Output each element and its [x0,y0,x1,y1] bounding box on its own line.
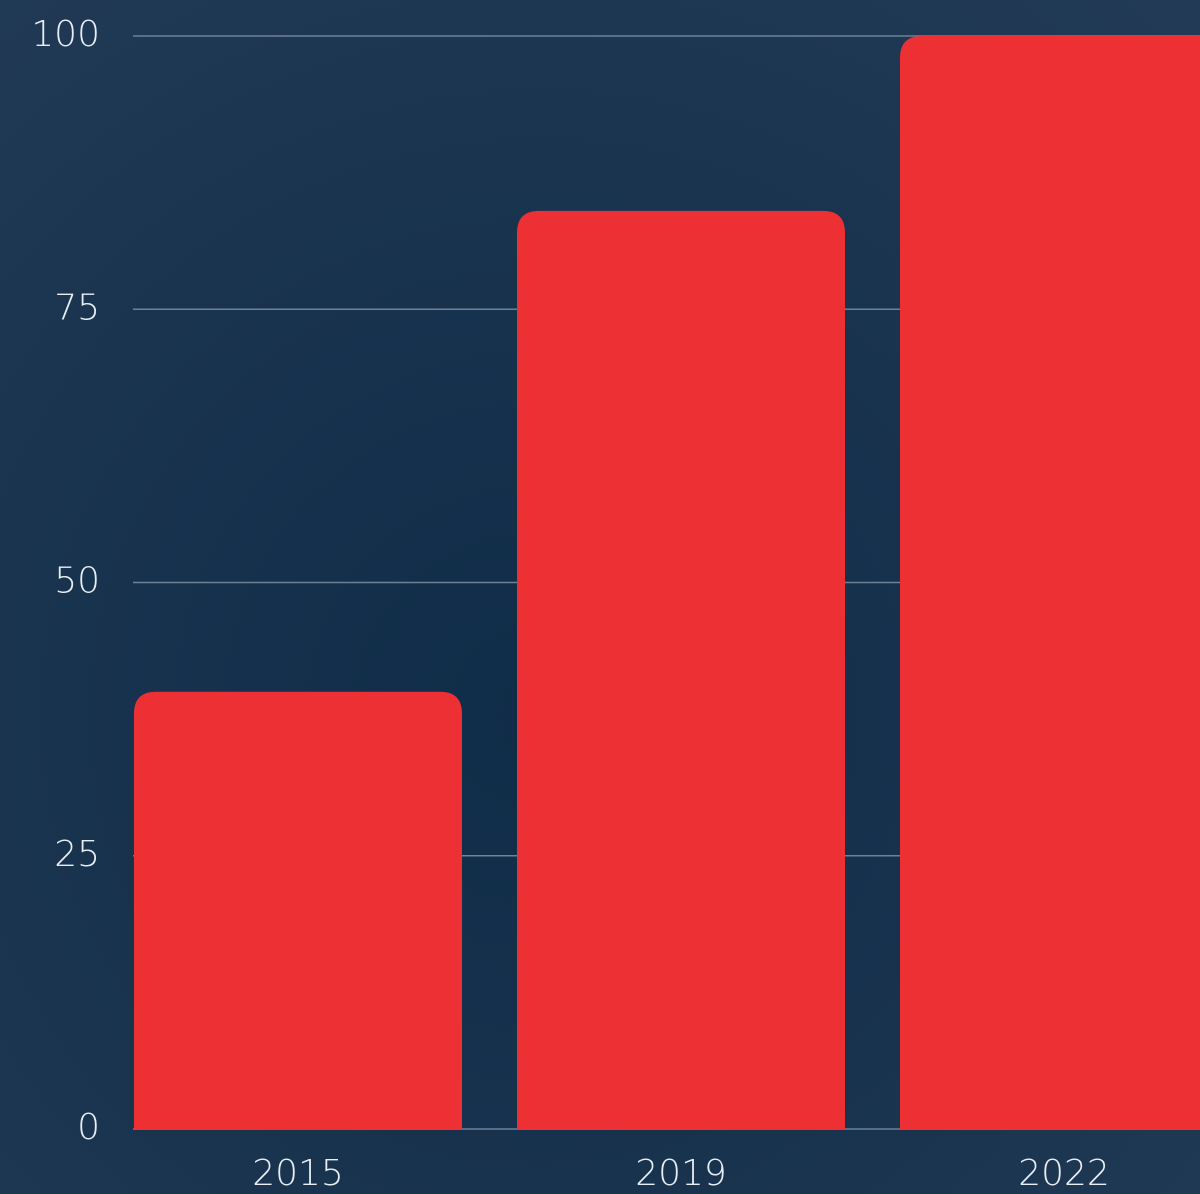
x-tick-label: 2019 [635,1153,727,1194]
y-tick-label: 100 [31,14,100,55]
y-tick-label: 0 [77,1107,100,1148]
bar [517,211,845,1129]
bar [900,36,1200,1129]
bar [134,692,462,1129]
y-tick-label: 25 [54,834,100,875]
x-tick-label: 2022 [1018,1153,1110,1194]
y-tick-label: 50 [54,561,100,602]
y-tick-label: 75 [54,287,100,328]
x-tick-label: 2015 [252,1153,344,1194]
chart: 0 25 50 75 100 2015 2019 2022 [0,0,1200,1194]
